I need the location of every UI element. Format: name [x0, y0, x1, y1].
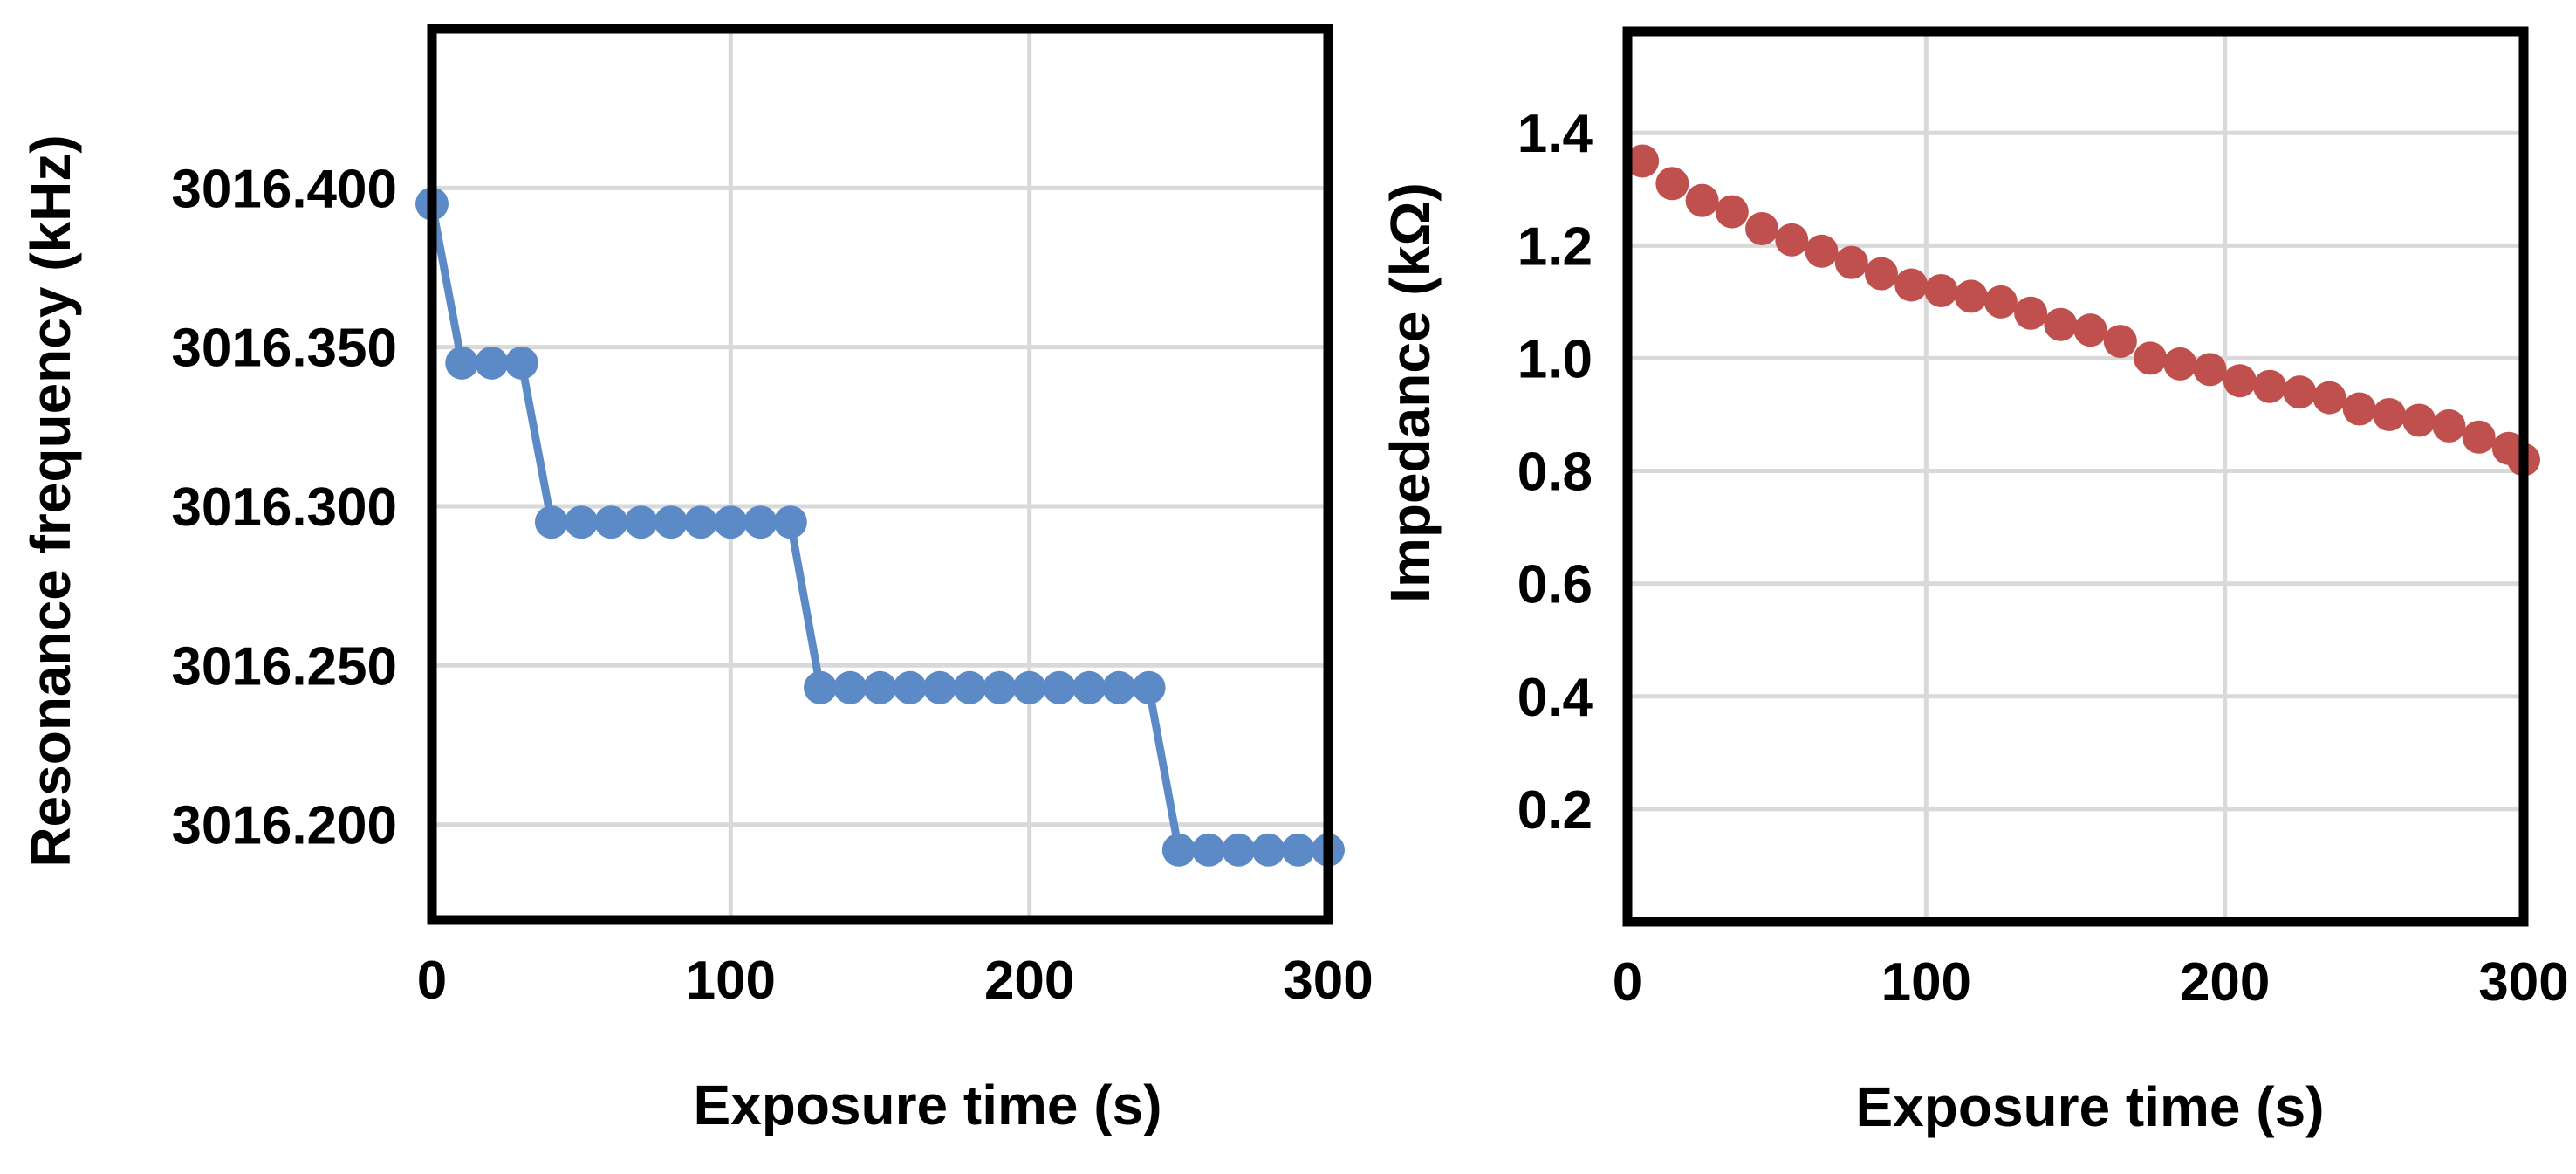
data-point [2193, 353, 2227, 387]
data-point [475, 346, 509, 380]
data-point [833, 670, 867, 704]
y-tick-label: 1.0 [1518, 329, 1593, 389]
x-tick-label: 100 [1881, 952, 1971, 1013]
data-point [2372, 397, 2406, 431]
data-point [1012, 670, 1046, 704]
data-point [534, 505, 568, 539]
data-point [1655, 167, 1689, 201]
x-tick-label: 100 [686, 951, 776, 1011]
data-point [2223, 364, 2257, 398]
y-tick-label: 3016.400 [171, 159, 397, 219]
data-point [1132, 670, 1166, 704]
data-point [1685, 183, 1719, 217]
impedance-chart: 1.4 1.2 1.0 0.8 0.6 0.4 0.2 0 100 200 300 Impedan… [1379, 26, 2569, 1138]
data-point [804, 670, 838, 704]
data-point [445, 346, 479, 380]
data-point [2402, 403, 2436, 437]
data-point [1161, 833, 1196, 867]
resonance-frequency-chart: 3016.400 3016.350 3016.300 3016.250 3016.200… [19, 24, 1374, 1136]
plot-frame [1622, 26, 2529, 927]
data-point [2342, 392, 2376, 426]
y-tick-label: 3016.350 [171, 319, 397, 379]
x-tick-label: 300 [1283, 951, 1373, 1011]
y-tick-label: 0.6 [1518, 555, 1593, 615]
data-point [1626, 144, 1660, 178]
data-point [565, 505, 599, 539]
data-point [1924, 273, 1958, 307]
data-point [1834, 245, 1868, 279]
data-point [2312, 381, 2346, 415]
x-axis-title: Exposure time (s) [1855, 1075, 2324, 1138]
data-point [1983, 285, 2018, 319]
data-point [714, 505, 748, 539]
data-point [654, 505, 688, 539]
data-point [2432, 408, 2466, 443]
data-point [1042, 670, 1076, 704]
data-point [2103, 325, 2137, 359]
data-point [2134, 341, 2168, 375]
data-point [922, 670, 956, 704]
y-tick-label: 3016.250 [171, 636, 397, 697]
x-tick-label: 300 [2478, 952, 2568, 1013]
data-point [2163, 347, 2197, 381]
data-point [1192, 833, 1226, 867]
data-point [1894, 268, 1929, 302]
data-point [953, 670, 987, 704]
data-point [2283, 375, 2317, 409]
data-point [2253, 369, 2287, 403]
data-point [863, 670, 897, 704]
y-tick-label: 3016.200 [171, 796, 397, 856]
data-point [743, 505, 778, 539]
data-point [1954, 279, 1988, 313]
data-point [1775, 223, 1809, 257]
data-point [2044, 307, 2078, 341]
data-point [1102, 670, 1136, 704]
data-point [2073, 313, 2107, 347]
data-point [504, 346, 538, 380]
y-tick-label: 0.4 [1518, 668, 1593, 728]
y-tick-label: 1.4 [1518, 104, 1593, 164]
data-point [893, 670, 927, 704]
x-tick-label: 0 [1613, 952, 1642, 1013]
data-point [1281, 833, 1315, 867]
plot-frame [427, 24, 1333, 925]
data-point [624, 505, 658, 539]
y-tick-label: 0.8 [1518, 443, 1593, 503]
data-point [1745, 211, 1779, 245]
data-point [594, 505, 628, 539]
data-point [1251, 833, 1285, 867]
y-axis-title: Resonance frequency (kHz) [19, 134, 82, 867]
y-tick-label: 3016.300 [171, 477, 397, 538]
x-tick-label: 200 [2180, 952, 2270, 1013]
x-tick-label: 0 [417, 951, 447, 1011]
y-tick-label: 1.2 [1518, 216, 1593, 277]
data-point [1864, 257, 1898, 291]
data-point [2462, 420, 2496, 454]
data-point [1222, 833, 1256, 867]
x-tick-label: 200 [984, 951, 1074, 1011]
data-point [773, 505, 807, 539]
data-point [983, 670, 1017, 704]
y-tick-label: 0.2 [1518, 780, 1593, 841]
x-axis-title: Exposure time (s) [693, 1074, 1161, 1136]
y-axis-title: Impedance (kΩ) [1379, 182, 1442, 603]
data-point [2014, 296, 2048, 330]
data-point [1805, 234, 1839, 268]
data-point [684, 505, 718, 539]
data-point [1072, 670, 1106, 704]
data-point [1715, 195, 1749, 229]
